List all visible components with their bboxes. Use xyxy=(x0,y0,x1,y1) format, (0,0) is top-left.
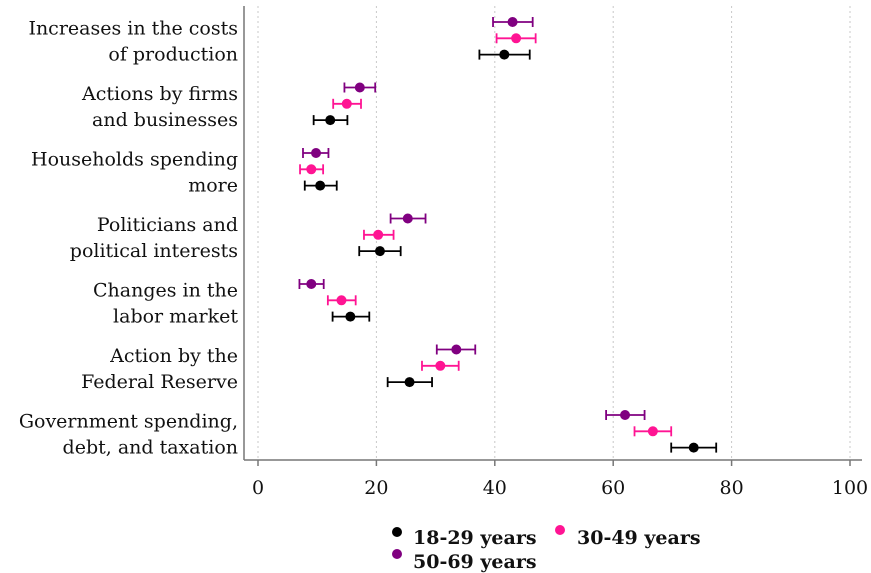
point-marker xyxy=(325,115,336,126)
point-marker xyxy=(306,279,317,289)
x-axis-ticks: 0 20 40 60 80 100 xyxy=(252,460,868,499)
x-tick-label: 60 xyxy=(601,477,625,499)
data-point xyxy=(478,49,531,60)
data-point xyxy=(332,98,362,109)
x-tick-label: 40 xyxy=(483,477,507,499)
point-marker xyxy=(435,360,446,371)
data-point xyxy=(386,377,433,388)
grid-lines xyxy=(257,6,851,460)
data-point xyxy=(421,360,460,371)
category-label: and businesses xyxy=(92,109,238,131)
point-marker xyxy=(499,49,510,60)
data-point xyxy=(605,410,646,420)
legend-item: 18-29 years xyxy=(392,527,537,549)
x-tick-label: 20 xyxy=(364,477,388,499)
category-label: Politicians and xyxy=(97,214,238,236)
x-tick-label: 0 xyxy=(252,477,264,499)
legend-item: 30-49 years xyxy=(555,525,701,549)
point-marker xyxy=(373,229,384,240)
legend-marker xyxy=(555,525,565,535)
data-point xyxy=(331,311,371,322)
point-marker xyxy=(404,377,415,388)
data-point xyxy=(302,148,330,158)
point-marker xyxy=(354,82,365,93)
point-marker xyxy=(336,295,347,306)
point-marker xyxy=(345,311,356,322)
point-marker xyxy=(647,426,658,437)
legend-label: 18-29 years xyxy=(413,527,537,549)
legend: 18-29 years 30-49 years 50-69 years xyxy=(392,525,701,573)
point-marker xyxy=(311,148,322,158)
category-label: Households spending xyxy=(31,148,238,170)
data-point xyxy=(435,344,477,355)
point-marker xyxy=(341,98,352,109)
category-label: Government spending, xyxy=(19,410,238,432)
point-marker xyxy=(374,246,385,257)
data-point xyxy=(343,82,377,93)
category-label: Federal Reserve xyxy=(81,371,238,393)
x-tick-label: 80 xyxy=(720,477,744,499)
point-marker xyxy=(507,17,518,27)
data-point xyxy=(363,229,395,240)
point-marker xyxy=(511,33,522,44)
category-label: labor market xyxy=(113,305,238,327)
category-label: Actions by firms xyxy=(81,83,238,105)
category-label: debt, and taxation xyxy=(63,436,238,458)
data-point xyxy=(633,426,673,437)
category-label: Changes in the xyxy=(93,279,238,301)
x-tick-label: 100 xyxy=(832,477,868,499)
category-label: Increases in the costs xyxy=(28,17,238,39)
point-marker xyxy=(402,213,413,224)
point-marker xyxy=(451,344,462,355)
legend-label: 50-69 years xyxy=(413,551,537,573)
data-point xyxy=(298,279,325,289)
point-marker xyxy=(306,164,317,175)
data-point xyxy=(670,442,718,453)
category-label: of production xyxy=(108,43,238,65)
legend-item: 50-69 years xyxy=(392,549,537,573)
data-point xyxy=(299,164,325,175)
data-point xyxy=(495,33,537,44)
legend-label: 30-49 years xyxy=(577,527,701,549)
point-marker xyxy=(315,180,326,191)
category-label: Action by the xyxy=(109,345,238,367)
data-point xyxy=(492,17,534,27)
data-point xyxy=(389,213,427,224)
data-point xyxy=(312,115,349,126)
point-marker xyxy=(688,442,699,453)
point-marker xyxy=(620,410,631,420)
category-labels: Increases in the costs of production Actio… xyxy=(19,17,239,458)
legend-marker xyxy=(392,527,402,537)
category-label: political interests xyxy=(70,240,238,262)
data-marks xyxy=(298,17,718,453)
data-point xyxy=(303,180,338,191)
data-point xyxy=(358,246,402,257)
category-label: more xyxy=(188,174,238,196)
legend-marker xyxy=(392,549,402,559)
data-point xyxy=(326,295,357,306)
